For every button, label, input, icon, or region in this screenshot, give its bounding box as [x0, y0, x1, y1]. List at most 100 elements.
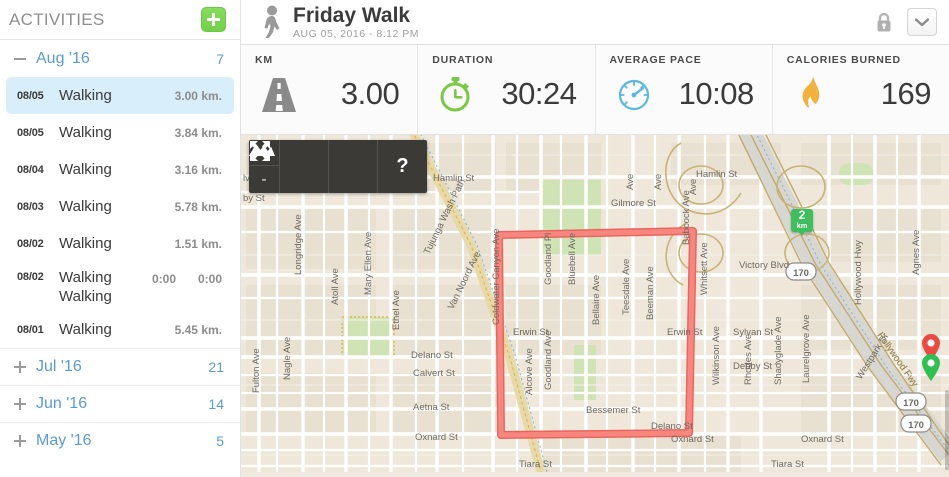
month-label: May '16 [36, 432, 92, 449]
help-label: ? [396, 155, 409, 177]
svg-text:Beeman Ave: Beeman Ave [645, 266, 656, 320]
svg-text:Atoll Ave: Atoll Ave [330, 268, 341, 305]
month-count: 21 [208, 359, 224, 375]
activity-date: 08/05 [17, 126, 44, 139]
svg-text:Victory Blvd: Victory Blvd [739, 260, 789, 271]
sidebar-header: ACTIVITIES [0, 0, 240, 40]
activity-value: 1.51 km. [174, 236, 222, 251]
highway-shield: 170 [895, 392, 927, 411]
svg-text:Oxnard St: Oxnard St [801, 434, 844, 445]
activity-date: 08/03 [17, 200, 44, 213]
svg-text:Debby St: Debby St [733, 361, 772, 372]
svg-text:Oxnard St: Oxnard St [415, 432, 458, 443]
svg-text:Alcove Ave: Alcove Ave [524, 348, 535, 395]
activity-date: 08/01 [17, 323, 44, 336]
activity-name: Walking [59, 161, 112, 178]
stat-duration: DURATION 30:24 [418, 45, 596, 134]
add-activity-button[interactable] [201, 7, 226, 32]
month-count: 5 [216, 433, 224, 449]
stat-value: 3.00 [340, 76, 400, 111]
svg-text:Aetna St: Aetna St [413, 402, 450, 413]
activity-value: 0:00 [151, 272, 176, 286]
svg-text:Goodland Pl: Goodland Pl [543, 233, 554, 285]
list-item-grouped[interactable]: 08/02 Walking Walking 0:00 0:00 [6, 262, 234, 311]
stat-value: 169 [880, 76, 932, 111]
svg-text:Oxnard St: Oxnard St [671, 434, 714, 445]
stat-calories: CALORIES BURNED 169 [773, 45, 949, 134]
svg-text:Tiara St: Tiara St [771, 459, 804, 470]
activity-date: 08/04 [17, 163, 44, 176]
stat-label: CALORIES BURNED [786, 54, 901, 66]
activity-value: 5.45 km. [174, 322, 222, 337]
road-icon [255, 72, 303, 116]
plus-icon [207, 13, 220, 26]
stats-bar: KM 3.00 DURATION [241, 45, 949, 135]
activities-list[interactable]: Aug '16 7 08/05 Walking 3.00 km. 08/05 W… [0, 40, 240, 477]
list-item[interactable]: 08/01 Walking 5.45 km. [6, 311, 234, 348]
fullscreen-button[interactable] [250, 140, 329, 193]
activity-name: Walking [59, 269, 112, 286]
speedometer-icon [610, 72, 658, 116]
svg-text:Erwin St: Erwin St [513, 327, 549, 338]
zoom-out-button[interactable]: - [261, 170, 267, 188]
stat-value: 30:24 [501, 76, 577, 111]
list-item[interactable]: 08/02 Walking 1.51 km. [6, 225, 234, 262]
list-item[interactable]: 08/05 Walking 3.84 km. [6, 114, 234, 151]
page-title: Friday Walk [293, 4, 411, 27]
svg-text:Bluebell Ave: Bluebell Ave [567, 233, 578, 285]
month-count: 14 [208, 396, 224, 412]
sidebar: ACTIVITIES Aug '16 7 08/05 Walking 3.00 … [0, 0, 241, 477]
activity-name: Walking [59, 124, 112, 141]
month-group-aug[interactable]: Aug '16 7 [0, 40, 240, 77]
help-button[interactable]: ? [378, 140, 427, 193]
stat-label: DURATION [432, 54, 494, 66]
activity-name: Walking [59, 288, 112, 305]
route-map[interactable]: .blk { fill:#ece5d8; } .blk2 { fill:#e7d… [241, 135, 949, 477]
options-dropdown-button[interactable] [907, 8, 937, 36]
month-group-jun[interactable]: Jun '16 14 [0, 385, 240, 422]
map-toolbar[interactable]: + - [249, 140, 427, 193]
activity-value: 0:00 [197, 272, 222, 286]
activity-date: 08/02 [17, 237, 44, 250]
scrollbar-thumb[interactable] [945, 390, 949, 470]
svg-text:Delano St: Delano St [411, 350, 453, 361]
svg-text:Coldwater Canyon Ave: Coldwater Canyon Ave [491, 229, 502, 325]
terrain-button[interactable] [249, 140, 378, 193]
svg-text:Hamlin St: Hamlin St [433, 173, 475, 184]
collapse-icon [14, 57, 36, 60]
svg-text:170: 170 [908, 420, 924, 431]
svg-text:Fulton Ave: Fulton Ave [251, 348, 262, 393]
svg-text:Hamlin St: Hamlin St [696, 169, 738, 180]
svg-text:Whitsett Ave: Whitsett Ave [699, 242, 710, 295]
main-panel: Friday Walk AUG 05, 2016 - 8:12 PM [241, 0, 949, 477]
month-group-jul[interactable]: Jul '16 21 [0, 348, 240, 385]
list-item[interactable]: 08/03 Walking 5.78 km. [6, 188, 234, 225]
stat-distance: KM 3.00 [241, 45, 419, 134]
list-item[interactable]: 08/04 Walking 3.16 km. [6, 151, 234, 188]
highway-shield: 170 [785, 262, 817, 281]
lock-icon[interactable] [867, 11, 901, 33]
flame-icon [787, 72, 835, 116]
start-marker-pin [922, 354, 940, 381]
activity-value: 5.78 km. [174, 199, 222, 214]
svg-text:Laurelgrove Ave: Laurelgrove Ave [801, 315, 812, 384]
month-count: 7 [216, 50, 224, 67]
svg-text:Rhodes Ave: Rhodes Ave [743, 334, 754, 385]
svg-text:Bellaire Ave: Bellaire Ave [591, 275, 602, 325]
month-group-may[interactable]: May '16 5 [0, 422, 240, 459]
activity-name: Walking [59, 198, 112, 215]
list-item[interactable]: 08/05 Walking 3.00 km. [6, 77, 234, 114]
stat-value: 10:08 [678, 76, 755, 111]
svg-text:Shadyglade Ave: Shadyglade Ave [773, 317, 784, 386]
stopwatch-icon [432, 72, 480, 116]
tujunga-wash-path [409, 135, 548, 472]
svg-text:Calvert St: Calvert St [413, 368, 455, 379]
sidebar-scrollbar[interactable] [945, 0, 949, 477]
svg-text:Delano St: Delano St [651, 421, 693, 432]
activity-name: Walking [59, 87, 112, 104]
svg-text:Ave: Ave [688, 179, 699, 195]
expand-icon [14, 361, 36, 373]
svg-text:Babcock Ave: Babcock Ave [681, 190, 692, 245]
activity-value: 3.00 km. [174, 88, 222, 103]
